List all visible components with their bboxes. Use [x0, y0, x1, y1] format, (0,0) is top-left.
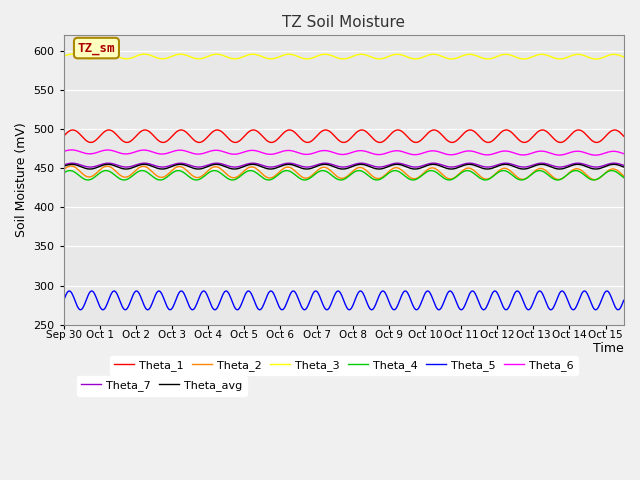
Theta_7 [385, 162, 393, 168]
Title: TZ Soil Moisture: TZ Soil Moisture [282, 15, 405, 30]
Legend: Theta_7, Theta_avg: Theta_7, Theta_avg [77, 376, 246, 396]
Theta_5 [401, 288, 408, 294]
Theta_6 [620, 151, 628, 156]
Theta_7 [620, 162, 628, 168]
Theta_3 [543, 52, 550, 58]
Theta_6 [543, 149, 550, 155]
Theta_7 [417, 163, 425, 169]
Theta_4 [94, 171, 102, 177]
Theta_2 [67, 163, 74, 169]
Theta_2 [543, 168, 550, 174]
Theta_2 [60, 167, 68, 173]
Theta_5 [543, 301, 550, 307]
Theta_avg [520, 166, 527, 172]
Theta_1 [141, 127, 149, 133]
Theta_1 [304, 140, 312, 145]
Theta_avg [417, 165, 425, 171]
Line: Theta_6: Theta_6 [64, 150, 624, 155]
Theta_3 [417, 55, 425, 61]
Theta_avg [401, 163, 408, 169]
Theta_3 [593, 56, 600, 62]
Theta_3 [68, 51, 76, 57]
Theta_5 [620, 298, 628, 303]
Theta_5 [386, 300, 394, 306]
Theta_3 [485, 56, 493, 62]
Theta_5 [65, 288, 73, 294]
Theta_2 [417, 172, 425, 178]
Theta_2 [386, 168, 394, 174]
Theta_1 [60, 133, 68, 139]
Theta_6 [485, 152, 493, 157]
Theta_5 [417, 300, 425, 306]
Theta_1 [620, 133, 628, 139]
Theta_5 [485, 298, 493, 304]
Theta_1 [543, 129, 551, 135]
Theta_4 [445, 177, 453, 183]
Theta_avg [357, 161, 365, 167]
Line: Theta_avg: Theta_avg [64, 164, 624, 169]
Theta_1 [387, 132, 394, 137]
Theta_avg [620, 164, 628, 170]
Theta_7 [94, 163, 102, 168]
Theta_4 [608, 168, 616, 173]
Theta_1 [486, 139, 493, 145]
Line: Theta_3: Theta_3 [64, 54, 624, 59]
X-axis label: Time: Time [593, 342, 624, 355]
Theta_1 [418, 137, 426, 143]
Theta_4 [400, 172, 408, 178]
Theta_7 [401, 162, 408, 168]
Line: Theta_2: Theta_2 [64, 166, 624, 180]
Theta_5 [95, 301, 102, 307]
Theta_6 [68, 147, 76, 153]
Text: TZ_sm: TZ_sm [77, 42, 115, 55]
Theta_3 [95, 54, 102, 60]
Line: Theta_1: Theta_1 [64, 130, 624, 143]
Theta_7 [60, 162, 68, 168]
Theta_2 [401, 169, 408, 175]
Theta_3 [386, 53, 394, 59]
Theta_avg [386, 163, 394, 169]
Y-axis label: Soil Moisture (mV): Soil Moisture (mV) [15, 122, 28, 237]
Theta_2 [591, 177, 599, 182]
Theta_6 [95, 149, 102, 155]
Line: Theta_4: Theta_4 [64, 170, 624, 180]
Theta_avg [485, 166, 493, 172]
Theta_4 [385, 170, 393, 176]
Theta_2 [95, 168, 102, 174]
Theta_1 [401, 132, 409, 137]
Theta_2 [620, 173, 628, 179]
Theta_6 [417, 151, 425, 156]
Theta_avg [94, 164, 102, 170]
Theta_4 [60, 170, 68, 176]
Line: Theta_5: Theta_5 [64, 291, 624, 310]
Line: Theta_7: Theta_7 [64, 163, 624, 167]
Theta_3 [60, 53, 68, 59]
Theta_7 [394, 160, 401, 166]
Theta_avg [543, 163, 551, 168]
Theta_4 [417, 174, 424, 180]
Theta_5 [614, 307, 622, 312]
Theta_5 [60, 298, 68, 303]
Theta_7 [556, 164, 564, 170]
Theta_7 [485, 164, 493, 170]
Theta_7 [543, 161, 550, 167]
Theta_2 [485, 176, 493, 181]
Theta_4 [485, 176, 493, 182]
Theta_3 [401, 53, 408, 59]
Theta_1 [94, 135, 102, 141]
Theta_avg [60, 164, 68, 169]
Theta_6 [60, 148, 68, 154]
Theta_6 [386, 149, 394, 155]
Theta_6 [401, 149, 408, 155]
Theta_6 [592, 152, 600, 158]
Theta_4 [543, 171, 550, 177]
Theta_4 [620, 175, 628, 180]
Theta_3 [620, 54, 628, 60]
